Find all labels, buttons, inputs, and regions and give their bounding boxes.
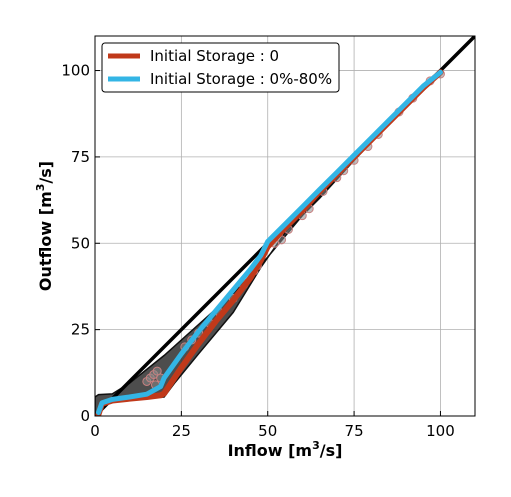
ticks-layer: 0 25 50 75 100 0 25 50 75 100 — [61, 62, 454, 440]
legend-label-initial-storage-range: Initial Storage : 0%-80% — [150, 70, 332, 88]
legend-box — [101, 42, 340, 93]
y-tick-label: 25 — [71, 321, 90, 339]
x-tick-label: 100 — [426, 422, 455, 440]
legend: Initial Storage : 0 Initial Storage : 0%… — [101, 42, 340, 93]
y-tick-label: 75 — [71, 148, 90, 166]
y-tick-label: 50 — [71, 234, 90, 252]
legend-label-initial-storage-0: Initial Storage : 0 — [150, 47, 279, 65]
y-tick-label: 100 — [61, 62, 90, 80]
plot-frame — [94, 35, 476, 417]
x-axis-label: Inflow [m3/s] — [228, 439, 343, 460]
series-layer — [95, 69, 444, 416]
y-axis-label: Outflow [m3/s] — [34, 161, 55, 291]
y-tick-label: 0 — [80, 407, 90, 425]
x-tick-label: 0 — [90, 422, 100, 440]
scatter-point — [152, 366, 162, 376]
x-tick-label: 25 — [172, 422, 191, 440]
series-line-1 — [96, 69, 443, 415]
x-tick-label: 50 — [258, 422, 277, 440]
x-tick-label: 75 — [345, 422, 364, 440]
